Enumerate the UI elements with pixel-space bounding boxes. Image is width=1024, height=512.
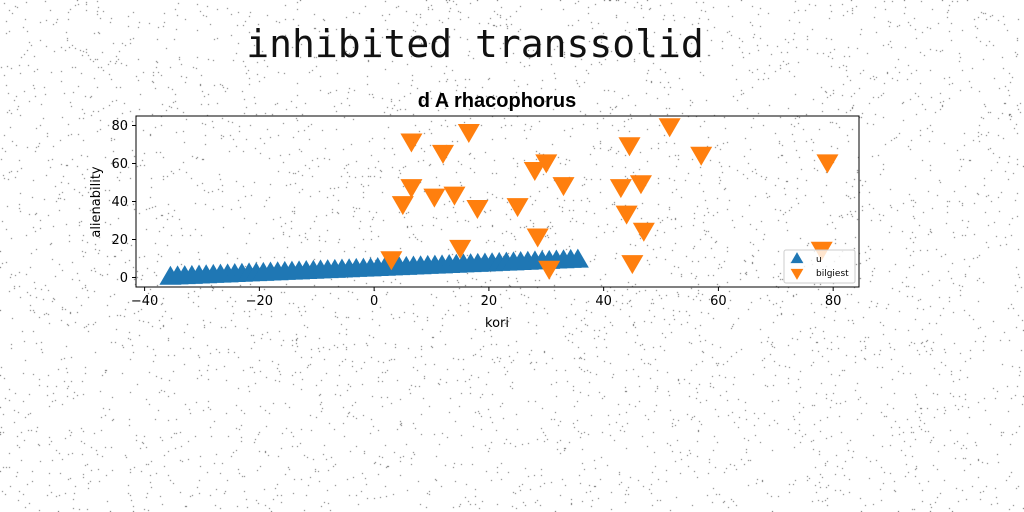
series-bilgiest-point <box>618 137 641 157</box>
series-bilgiest-point <box>506 198 529 218</box>
series-bilgiest-point <box>449 239 472 259</box>
x-tick-label: 60 <box>710 294 727 309</box>
legend: u bilgiest <box>783 249 856 284</box>
x-tick-label: −20 <box>246 294 273 309</box>
legend-label: u <box>816 255 822 265</box>
series-bilgiest-point <box>391 196 414 216</box>
legend-marker <box>790 268 804 280</box>
series-bilgiest-point <box>400 133 423 153</box>
series-bilgiest-point <box>443 186 466 206</box>
x-tick-label: 40 <box>595 294 612 309</box>
y-tick-label: 40 <box>111 195 128 210</box>
series-bilgiest-point <box>816 154 839 174</box>
y-tick-label: 0 <box>120 271 128 286</box>
x-tick-label: 20 <box>481 294 498 309</box>
series-bilgiest-point <box>621 255 644 275</box>
legend-box <box>783 249 856 284</box>
legend-marker <box>790 252 804 264</box>
series-bilgiest-point <box>400 179 423 199</box>
series-bilgiest-point <box>629 175 652 195</box>
series-bilgiest-point <box>609 179 632 199</box>
series-bilgiest-point <box>538 260 561 280</box>
chart-title: d A rhacophorus <box>418 90 577 112</box>
series-bilgiest-point <box>658 118 681 138</box>
series-bilgiest-point <box>423 188 446 208</box>
series-bilgiest-point <box>466 199 489 219</box>
series-bilgiest-point <box>615 205 638 225</box>
series-bilgiest-point <box>690 146 713 166</box>
y-tick-label: 60 <box>111 157 128 172</box>
series-bilgiest-point <box>380 251 403 271</box>
series-bilgiest-point <box>526 228 549 248</box>
series-u-point <box>566 248 589 268</box>
headline: inhibited transsolid <box>246 22 704 66</box>
series-bilgiest-point <box>431 144 455 164</box>
y-tick-label: 80 <box>111 119 128 134</box>
x-tick-label: 80 <box>825 294 842 309</box>
series-bilgiest-point <box>552 177 575 197</box>
y-tick-label: 20 <box>111 233 128 248</box>
series-bilgiest-point <box>457 123 480 143</box>
x-axis-label: kori <box>485 316 509 331</box>
y-axis-label: alienability <box>89 166 104 238</box>
series-bilgiest-point <box>523 161 546 181</box>
x-tick-label: 0 <box>370 294 378 309</box>
x-tick-label: −40 <box>131 294 158 309</box>
legend-label: bilgiest <box>816 269 849 279</box>
series-bilgiest-point <box>632 222 655 242</box>
series-bilgiest-point <box>535 154 558 174</box>
